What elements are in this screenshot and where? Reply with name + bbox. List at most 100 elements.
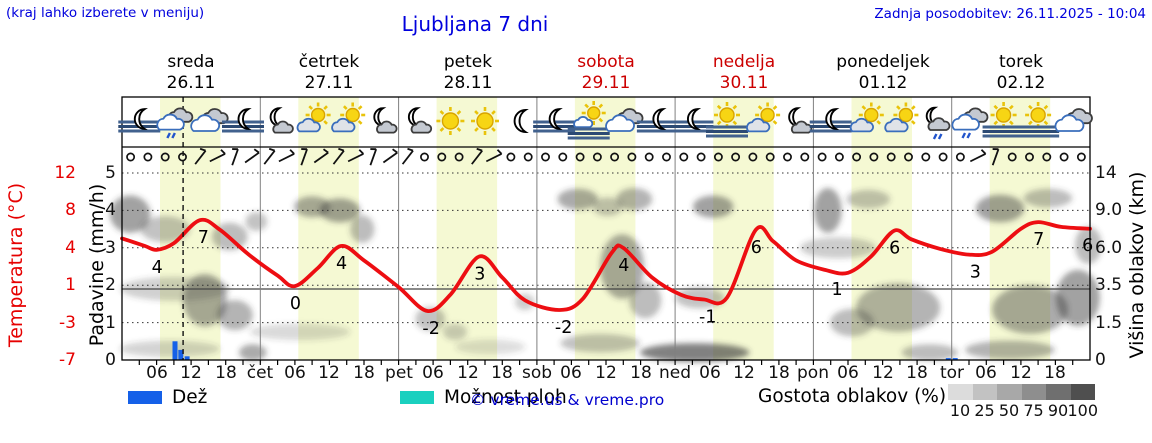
hour-label: 06 [837, 363, 859, 383]
temp-tick-label: 1 [65, 275, 76, 296]
day-abbrev-label: sob [521, 363, 553, 383]
temp-tick-label: -7 [59, 350, 76, 370]
wind-barb-icon [209, 149, 226, 163]
temperature-value-label: 4 [618, 256, 629, 276]
temperature-value-label: 0 [290, 294, 301, 314]
density-scale-segment [997, 384, 1022, 400]
cloud-cover-blob [1056, 269, 1100, 326]
cloud-cover-blob [693, 195, 734, 218]
temp-tick-label: 8 [65, 200, 76, 221]
cloud-tick-label: 14 [1095, 163, 1117, 183]
hour-label: 18 [630, 363, 652, 383]
wind-barb-icon [347, 149, 365, 163]
wind-calm-icon [160, 152, 170, 162]
weather-icon-moon-cloud [373, 107, 398, 134]
weather-icon-sun-cloud [331, 102, 366, 133]
cloud-cover-blob [442, 323, 468, 341]
cloud-cover-blob [600, 234, 644, 299]
day-name: četrtek [298, 52, 360, 72]
weather-icon-sun-fog [1017, 102, 1060, 138]
cloud-tick-label: 6.0 [1095, 237, 1123, 258]
cloud-cover-blob [140, 216, 190, 243]
wind-barb-icon [244, 148, 260, 164]
weather-icon-moon-cloud-rain [925, 106, 951, 140]
daylight-band [436, 97, 498, 360]
temp-tick-label: 12 [54, 163, 76, 183]
cloud-tick-label: 1.5 [1095, 312, 1123, 333]
wind-calm-icon [454, 152, 464, 162]
wind-calm-icon [662, 152, 671, 162]
precip-tick-label: 3 [105, 237, 116, 258]
cloud-cover-blob [629, 282, 662, 319]
temperature-value-label: -2 [422, 319, 439, 339]
day-date: 01.12 [858, 73, 908, 93]
weather-icon-moon-fog [118, 108, 161, 133]
weather-icon-moon [513, 109, 529, 133]
hour-label: 12 [318, 363, 340, 383]
weather-icon-moon-cloud [788, 107, 813, 134]
cloud-cover-blob [975, 194, 1025, 223]
cloud-cover-blob [616, 188, 653, 211]
temperature-value-label: -1 [699, 308, 716, 328]
wind-barb-icon [231, 148, 239, 166]
cloud-cover-blob [846, 189, 891, 209]
weather-icon-sun [471, 107, 499, 135]
wind-calm-icon [713, 152, 723, 162]
weather-icon-sun-cloud [296, 102, 331, 133]
temperature-value-label: 7 [1033, 230, 1044, 250]
cloud-cover-blob [1075, 226, 1102, 264]
day-date: 02.12 [996, 73, 1046, 93]
day-date: 30.11 [719, 73, 769, 93]
density-tick-label: 75 [1023, 401, 1044, 420]
wind-calm-icon [955, 152, 965, 162]
wind-calm-icon [800, 152, 810, 162]
cloud-cover-blob [965, 340, 1055, 360]
hour-label: 12 [457, 363, 479, 383]
wind-barb-icon [332, 147, 345, 165]
wind-calm-icon [1042, 152, 1052, 162]
temperature-curve [120, 217, 1092, 313]
cloud-cover-blob [1023, 188, 1073, 208]
precip-tick-label: 5 [105, 163, 116, 183]
weather-icon-sun-cloud-fog [567, 101, 610, 140]
showers-legend-label: Možnost ploh [444, 387, 567, 408]
wind-barb-icon [485, 149, 503, 163]
day-name: sreda [167, 52, 215, 72]
hour-label: 12 [180, 363, 202, 383]
cloud-tick-label: 0 [1095, 350, 1106, 370]
cloud-cover-blob [119, 340, 220, 357]
temperature-value-label: 3 [474, 265, 485, 285]
cloud-cover-blob [901, 344, 958, 361]
density-tick-label: 90 [1047, 401, 1069, 420]
temperature-value-label: 6 [1082, 236, 1093, 256]
density-scale-segment [1046, 384, 1071, 400]
cloud-density-label: Gostota oblakov (%) [758, 386, 947, 407]
cloud-tick-label: 3.5 [1095, 275, 1123, 296]
temperature-value-label: 7 [198, 228, 209, 248]
wind-calm-icon [644, 152, 654, 162]
hour-label: 18 [906, 363, 928, 383]
wind-barb-icon [369, 148, 378, 166]
copyright-link[interactable]: © vreme.us & vreme.pro [470, 391, 665, 409]
cloud-cover-blob [455, 339, 526, 355]
wind-calm-icon [143, 152, 153, 162]
rain-bar [184, 356, 190, 360]
temperature-value-label: -2 [555, 318, 572, 338]
precip-tick-label: 2 [105, 275, 116, 296]
hour-label: 06 [422, 363, 444, 383]
precip-tick-label: 0 [105, 350, 116, 370]
wind-calm-icon [1007, 152, 1017, 162]
weather-icon-cloud-rain [156, 107, 194, 139]
wind-calm-icon [1059, 152, 1069, 162]
weather-icon-sun-cloud [746, 102, 781, 133]
wind-calm-icon [437, 152, 447, 162]
density-scale-segment [948, 384, 973, 400]
weather-icon-moon-fog [533, 108, 576, 133]
hour-label: 12 [733, 363, 755, 383]
wind-barb-icon [382, 148, 398, 164]
day-abbrev-label: čet [246, 363, 274, 383]
temperature-value-label: 4 [336, 254, 347, 274]
day-name: nedelja [712, 52, 776, 72]
wind-calm-icon [852, 152, 862, 162]
day-abbrev-label: tor [939, 363, 965, 383]
